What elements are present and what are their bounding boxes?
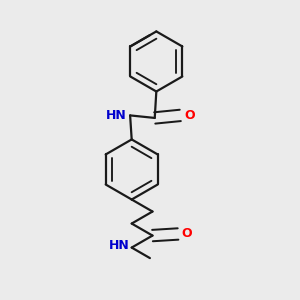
- Text: HN: HN: [108, 239, 129, 253]
- Text: O: O: [184, 109, 195, 122]
- Text: O: O: [182, 227, 193, 241]
- Text: HN: HN: [106, 109, 127, 122]
